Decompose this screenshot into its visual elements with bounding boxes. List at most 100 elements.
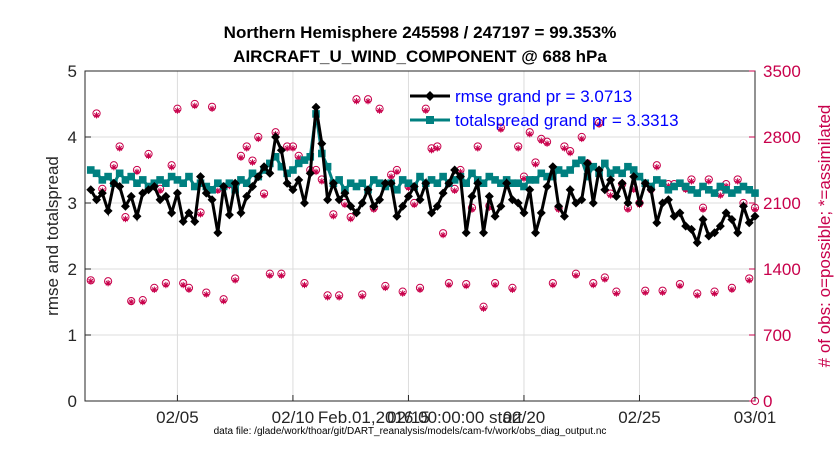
rmse-point [479,228,489,238]
obs-assimilated-marker [566,149,574,157]
y-tick-label: 5 [68,62,77,81]
y-tick-label: 3 [68,194,77,213]
y2-tick-label: 2800 [763,128,801,147]
obs-assimilated-marker [133,168,141,176]
rmse-point [155,195,165,205]
obs-assimilated-marker [497,126,505,133]
obs-assimilated-marker [613,290,620,297]
rmse-point [351,208,361,218]
totalspread-point [670,182,678,191]
rmse-point [294,175,304,185]
totalspread-point [98,176,107,184]
rmse-point [496,201,506,211]
obs-assimilated-marker [255,135,262,143]
totalspread-point [179,179,187,187]
x-tick-label: 02/25 [618,408,661,427]
rmse-point [224,210,234,220]
obs-assimilated-marker [231,277,239,284]
x-tick-label: 02/05 [156,408,199,427]
x-tick-label: 02/15 [387,408,430,427]
obs-assimilated-marker [145,152,152,160]
totalspread-point [115,169,124,178]
obs-assimilated-marker [208,105,216,112]
totalspread-point [468,169,476,178]
obs-assimilated-marker [376,107,383,114]
y-tick-label: 2 [68,260,77,279]
rmse-point [386,178,396,188]
totalspread-point [214,179,222,187]
rmse-point [623,198,633,208]
rmse-point [513,198,523,208]
obs-assimilated-marker [480,305,487,312]
obs-assimilated-marker [278,272,285,279]
rmse-point [167,208,177,218]
x-tick-label: 02/10 [272,408,315,427]
data-file-footnote: data file: /glade/work/thoar/git/DART_re… [214,426,607,437]
y2-axis-label: # of obs: o=possible; *=assimilated [815,105,834,368]
totalspread-point [664,186,673,194]
rmse-point [421,178,431,188]
y2-tick-label: 700 [763,326,791,345]
totalspread-point [583,172,592,181]
totalspread-point [185,172,193,181]
obs-assimilated-marker [549,281,557,289]
rmse-point [634,198,644,208]
rmse-point [103,206,113,216]
totalspread-point [173,176,182,184]
rmse-point [305,168,315,178]
rmse-point [363,185,373,195]
rmse-point [259,162,269,172]
rmse-point [409,182,419,191]
rmse-point [334,195,344,205]
obs-assimilated-marker [162,281,170,289]
rmse-point [646,185,656,195]
obs-assimilated-marker [249,159,256,166]
rmse-point [455,172,465,182]
obs-assimilated-marker [422,107,429,114]
rmse-point [213,228,223,238]
rmse-point [629,172,639,182]
obs-assimilated-marker [711,290,718,297]
rmse-point [675,208,685,218]
rmse-point [403,191,413,201]
rmse-point [253,172,263,182]
rmse-point [299,198,309,208]
obs-assimilated-marker [335,294,343,301]
obs-assimilated-marker [393,168,401,176]
totalspread-point [531,176,540,184]
rmse-point [115,182,125,191]
rmse-point [721,208,731,218]
legend: rmse grand pr = 3.0713 totalspread grand… [410,87,679,130]
rmse-point [230,178,240,188]
rmse-point [686,224,696,234]
obs-assimilated-marker [156,187,164,194]
obs-assimilated-marker [387,173,395,180]
rmse-point [398,201,408,211]
y-tick-label: 4 [68,128,77,147]
obs-assimilated-marker [509,286,516,293]
totalspread-point [629,166,638,174]
rmse-point [594,165,604,175]
y-tick-label: 0 [68,392,77,411]
totalspread-point [716,182,725,191]
obs-assimilated-marker [699,206,707,213]
obs-assimilated-marker [572,272,580,279]
totalspread-point [346,179,355,187]
totalspread-point [543,172,551,181]
obs-assimilated-marker [439,231,447,239]
totalspread-point [560,169,569,178]
totalspread-point [404,179,413,187]
obs-assimilated-marker [364,97,372,105]
y-tick-label: 1 [68,326,77,345]
totalspread-point [283,169,291,178]
totalspread-point [133,179,141,187]
obs-assimilated-marker [168,163,175,171]
rmse-point [698,215,708,224]
totalspread-point [612,166,621,174]
x-axis-label: Feb.01,2016 00:00:00 start [318,408,522,427]
x-tick-label: 03/01 [734,408,777,427]
obs-assimilated-marker [324,294,331,301]
totalspread-point [358,179,367,187]
rmse-point [531,228,541,238]
obs-assimilated-marker [289,145,297,152]
